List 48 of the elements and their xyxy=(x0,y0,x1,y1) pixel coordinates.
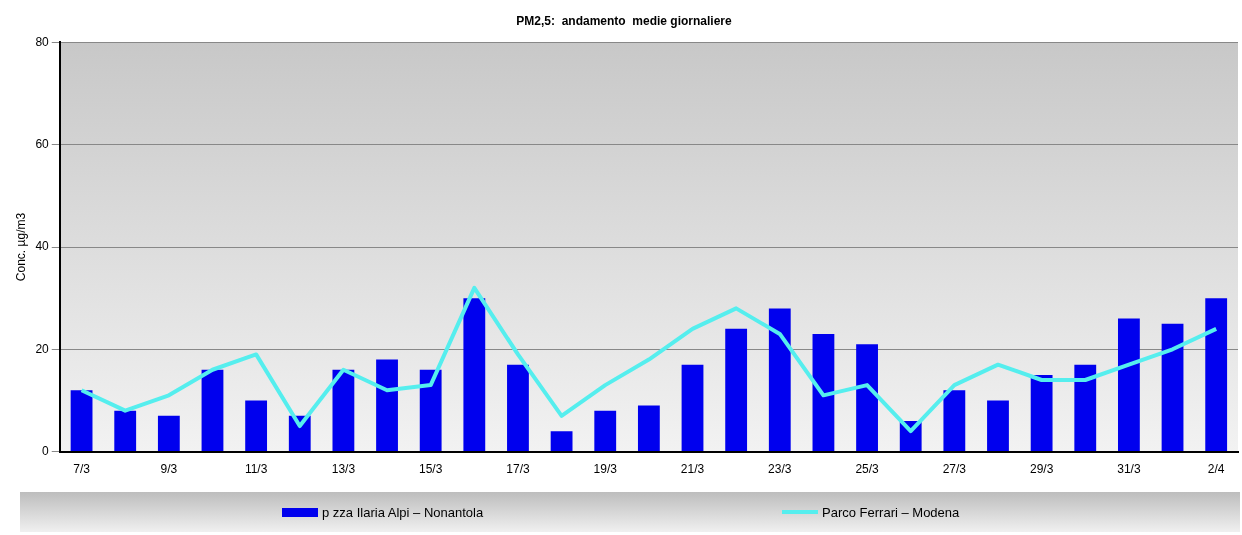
bar xyxy=(725,328,748,452)
bar xyxy=(550,431,573,452)
x-tick-label: 31/3 xyxy=(1117,462,1141,477)
x-tick-label: 25/3 xyxy=(855,462,880,477)
y-tick-label: 40 xyxy=(35,239,50,254)
x-tick-label: 7/3 xyxy=(73,462,91,477)
bar xyxy=(157,415,180,452)
x-tick-label: 2/4 xyxy=(1207,462,1225,477)
legend-label: p zza Ilaria Alpi – Nonantola xyxy=(322,504,484,520)
bar xyxy=(1030,374,1053,452)
bar xyxy=(245,400,268,452)
y-tick-label: 20 xyxy=(35,341,50,356)
bar xyxy=(1205,298,1228,452)
bar xyxy=(594,410,617,452)
x-tick-label: 27/3 xyxy=(942,462,967,477)
bar xyxy=(637,405,660,452)
bar xyxy=(332,369,355,452)
x-tick-label: 19/3 xyxy=(593,462,618,477)
x-tick-label: 13/3 xyxy=(331,462,356,477)
bar xyxy=(419,369,442,452)
x-tick-label: 23/3 xyxy=(768,462,792,477)
x-tick-label: 11/3 xyxy=(244,462,268,477)
bar xyxy=(463,298,486,452)
x-tick-label: 9/3 xyxy=(160,462,178,477)
x-tick-label: 29/3 xyxy=(1029,462,1054,477)
bar xyxy=(681,364,704,452)
x-tick-label: 15/3 xyxy=(419,462,443,477)
chart-title: PM2,5: andamento medie giornaliere xyxy=(516,13,733,28)
bar xyxy=(1074,364,1097,452)
bar xyxy=(376,359,398,452)
bar xyxy=(1117,318,1140,452)
bar xyxy=(70,390,93,452)
y-axis-title: Conc. µg/m3 xyxy=(13,212,28,282)
bar xyxy=(812,333,835,452)
bar xyxy=(114,410,137,452)
bar xyxy=(201,369,224,452)
bar xyxy=(507,364,529,452)
y-tick-label: 0 xyxy=(42,443,50,458)
x-tick-label: 17/3 xyxy=(506,462,530,477)
bar xyxy=(943,390,966,452)
y-tick-label: 80 xyxy=(35,34,50,49)
legend-label: Parco Ferrari – Modena xyxy=(822,504,960,520)
y-tick-label: 60 xyxy=(35,137,50,152)
x-tick-label: 21/3 xyxy=(680,462,705,477)
bar xyxy=(768,308,791,452)
bar xyxy=(856,344,878,452)
bar xyxy=(1161,323,1184,452)
bar xyxy=(987,400,1009,452)
